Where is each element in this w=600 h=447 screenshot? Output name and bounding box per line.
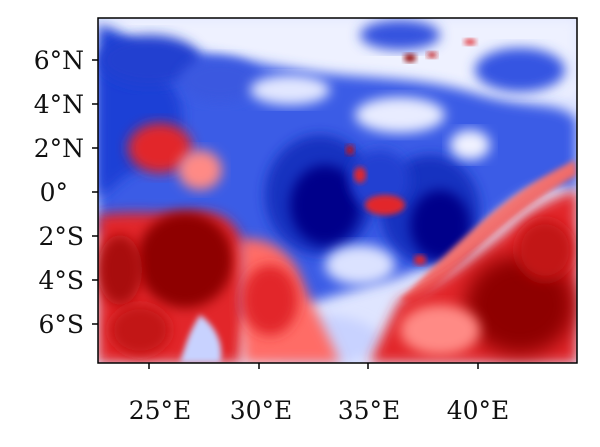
y-tick-label-4S: 4°S [38, 266, 84, 295]
y-tick-label-4N: 4°N [34, 90, 84, 119]
y-tick-label-6S: 6°S [38, 310, 84, 339]
x-tick-label-25E: 25°E [129, 396, 192, 425]
x-tick-label-30E: 30°E [230, 396, 293, 425]
x-tick-label-35E: 35°E [338, 396, 401, 425]
y-axis: 6°N 4°N 2°N 0° 2°S 4°S 6°S [34, 46, 84, 339]
y-tick-label-6N: 6°N [34, 46, 84, 75]
x-tick-label-40E: 40°E [447, 396, 510, 425]
x-axis: 25°E 30°E 35°E 40°E [129, 396, 510, 425]
map-frame [97, 17, 578, 364]
y-tick-label-0: 0° [40, 178, 68, 207]
y-tick-label-2S: 2°S [38, 222, 84, 251]
y-tick-label-2N: 2°N [34, 134, 84, 163]
tick-marks [92, 59, 479, 369]
heatmap-field [98, 18, 577, 363]
